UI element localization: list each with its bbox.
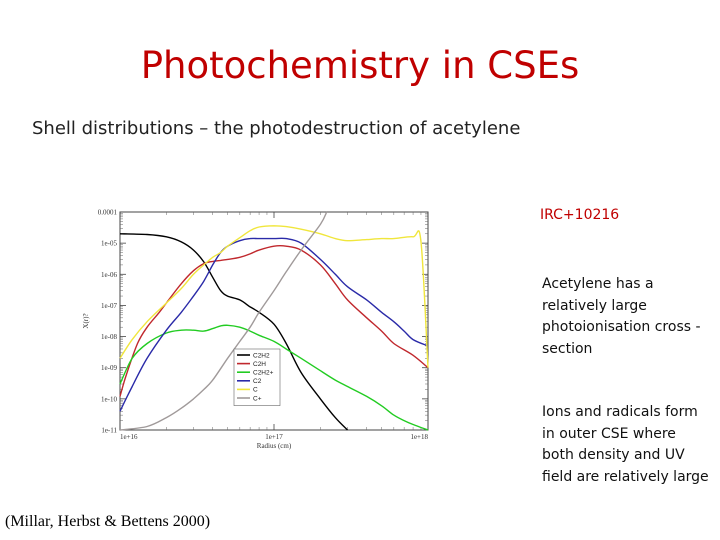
legend-label: C2H2+ (253, 370, 274, 377)
legend-label: C2H2 (253, 352, 270, 359)
y-tick-label: 1e-11 (101, 427, 117, 435)
x-tick-label: 1e+18 (410, 433, 428, 441)
y-tick-label: 1e-07 (101, 302, 117, 310)
legend-label: C (253, 387, 258, 394)
y-axis-title: X(r)? (82, 313, 90, 328)
y-tick-label: 1e-08 (101, 333, 117, 341)
y-tick-label: 1e-06 (101, 271, 117, 279)
y-tick-label: 1e-05 (101, 240, 117, 248)
abundance-chart: 0.0001 1e-05 1e-06 1e-07 1e-08 1e-09 1e-10 1e-1… (82, 209, 429, 451)
x-tick-label: 1e+17 (265, 433, 283, 441)
legend-label: C2 (253, 378, 262, 385)
y-tick-label: 1e-10 (101, 395, 117, 403)
slide-title: Photochemistry in CSEs (140, 44, 580, 87)
chart-legend: C2H2 C2H C2H2+C2 CC+ (233, 348, 281, 406)
y-tick-label: 0.0001 (98, 209, 118, 217)
y-tick-label: 1e-09 (101, 364, 117, 372)
legend-box (233, 348, 281, 406)
legend-label: C+ (253, 395, 262, 402)
slide-subtitle: Shell distributions – the photodestructi… (32, 118, 521, 139)
series-layer (119, 211, 429, 431)
source-label: IRC+10216 (540, 207, 620, 223)
x-tick-label: 1e+16 (120, 433, 138, 441)
series-line-c2h (119, 244, 429, 397)
citation: (Millar, Herbst & Bettens 2000) (5, 513, 211, 530)
axis-labels: 0.0001 1e-05 1e-06 1e-07 1e-08 1e-09 1e-10 1e-1… (82, 209, 428, 451)
series-line-c (119, 225, 429, 368)
series-line-c2 (119, 237, 429, 412)
series-line-c2h2 (119, 233, 348, 431)
legend-label: C2H (253, 361, 266, 368)
series-line-c2h2-plus (119, 324, 429, 431)
note-ions-radicals: Ions and radicals form in outer CSE wher… (542, 404, 709, 485)
x-axis-title: Radius (cm) (257, 442, 292, 450)
note-photoionisation: Acetylene has a relatively large photoio… (542, 276, 701, 357)
